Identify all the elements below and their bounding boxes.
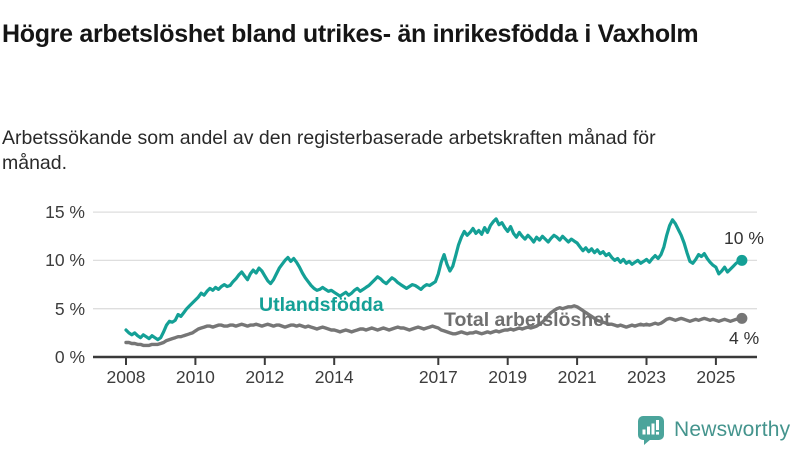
total-end-dot [736, 312, 748, 324]
end-value-label-total: 4 % [729, 328, 760, 348]
x-tick-label-2025: 2025 [696, 367, 736, 387]
x-tick-label-2008: 2008 [106, 367, 146, 387]
y-tick-label-10: 10 % [45, 250, 85, 271]
end-value-label-utlandsfodda: 10 % [724, 228, 764, 248]
y-tick-label-15: 15 % [45, 202, 85, 223]
y-tick-label-0: 0 % [54, 347, 85, 367]
newsworthy-logo-text: Newsworthy [674, 418, 791, 441]
series-label-total-arbetsloshet: Total arbetslöshet [444, 309, 611, 331]
page-title: Högre arbetslöshet bland utrikes- än inr… [2, 19, 699, 48]
newsworthy-logo-icon [638, 416, 664, 445]
utlandsfodda-line [124, 217, 744, 342]
x-tick-label-2021: 2021 [557, 367, 597, 387]
gridlines [93, 211, 757, 310]
x-tick-label-2012: 2012 [245, 367, 285, 387]
x-tick-label-2023: 2023 [627, 367, 666, 387]
chart-subtitle: Arbetssökande som andel av den registerb… [2, 126, 656, 175]
x-tick-label-2017: 2017 [418, 367, 458, 387]
y-tick-label-5: 5 % [54, 298, 85, 319]
x-tick-label-2019: 2019 [488, 367, 528, 387]
newsworthy-logo: Newsworthy [636, 415, 790, 445]
utlandsfodda-end-dot [736, 254, 748, 266]
x-tick-label-2014: 2014 [314, 367, 354, 387]
series-label-utlandsfodda: Utlandsfödda [259, 294, 384, 316]
axis-tick-marks [125, 357, 717, 365]
total-arbetsloshet-line [124, 304, 744, 348]
x-tick-label-2010: 2010 [175, 367, 215, 387]
